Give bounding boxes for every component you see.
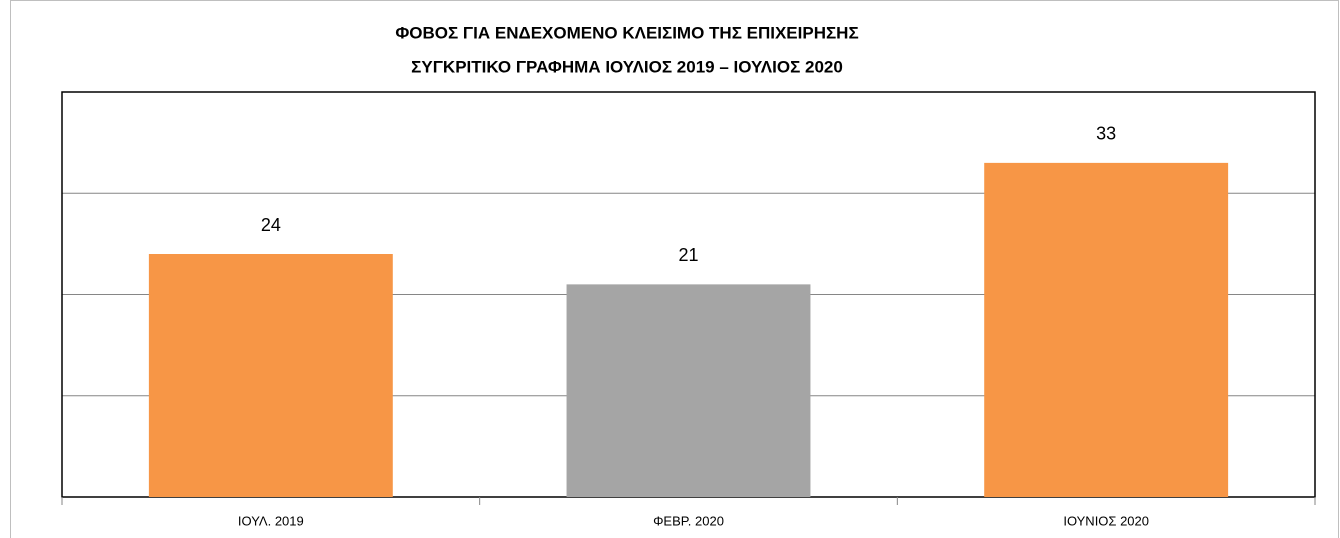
x-tick-label: ΙΟΥΝΙΟΣ 2020	[1063, 513, 1149, 528]
chart-title: ΣΥΓΚΡΙΤΙΚΟ ΓΡΑΦΗΜΑ ΙΟΥΛΙΟΣ 2019 – ΙΟΥΛΙΟ…	[411, 57, 843, 76]
value-label: 24	[261, 215, 281, 235]
bar	[148, 254, 393, 497]
value-label: 21	[678, 245, 698, 265]
chart-title: ΦΟΒΟΣ ΓΙΑ ΕΝΔΕΧΟΜΕΝΟ ΚΛΕΙΣΙΜΟ ΤΗΣ ΕΠΙΧΕΙ…	[395, 23, 858, 42]
bar	[566, 284, 811, 497]
value-label: 33	[1096, 124, 1116, 144]
x-tick-label: ΦΕΒΡ. 2020	[653, 513, 724, 528]
x-tick-label: ΙΟΥΛ. 2019	[238, 513, 304, 528]
bar	[984, 162, 1229, 497]
